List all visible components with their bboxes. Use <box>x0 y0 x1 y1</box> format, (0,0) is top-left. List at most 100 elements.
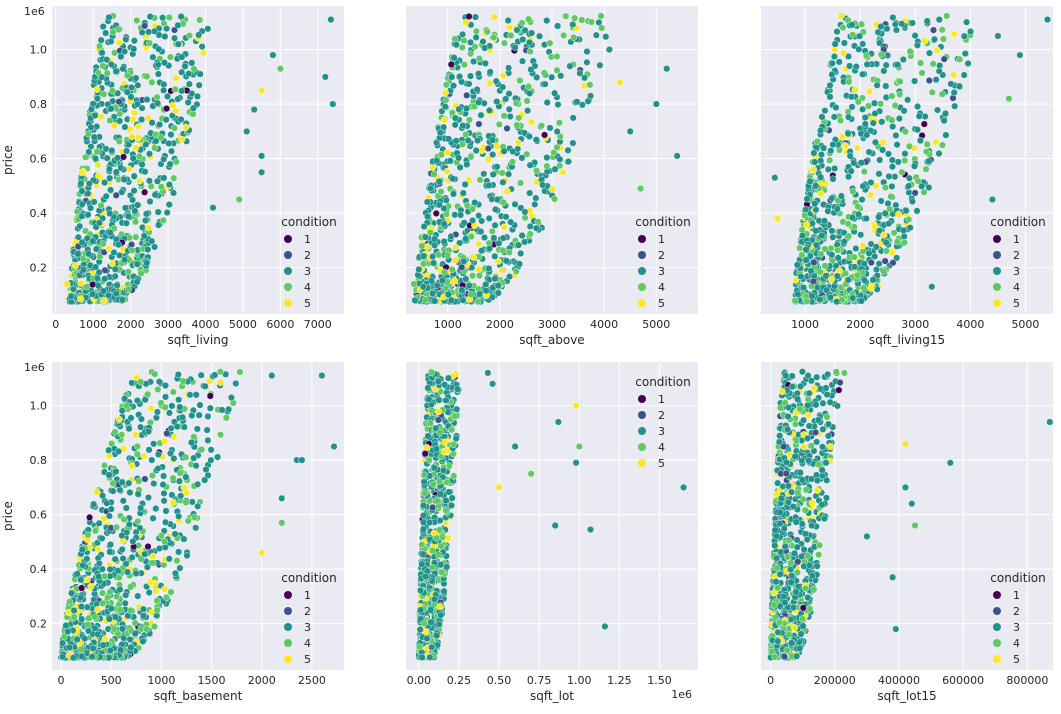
data-point <box>834 254 842 262</box>
data-point <box>113 281 121 289</box>
data-point <box>943 12 951 20</box>
data-point <box>101 462 109 470</box>
data-point <box>498 266 506 274</box>
data-point <box>91 527 99 535</box>
data-point <box>187 439 195 447</box>
data-point <box>956 55 964 63</box>
data-point <box>554 22 562 30</box>
data-point <box>122 36 130 44</box>
data-point <box>106 541 114 549</box>
data-point <box>93 488 101 496</box>
data-point <box>888 92 896 100</box>
data-point <box>489 136 497 144</box>
data-point <box>881 183 889 191</box>
data-point <box>947 80 955 88</box>
legend-label: 5 <box>304 297 311 310</box>
data-point <box>98 565 106 573</box>
data-point <box>175 512 183 520</box>
data-point <box>188 498 196 506</box>
data-point <box>505 105 513 113</box>
data-point <box>857 231 865 239</box>
data-point <box>940 117 948 125</box>
data-point <box>921 112 929 120</box>
data-point <box>533 167 541 175</box>
data-point <box>478 217 486 225</box>
y-axis-label: price <box>1 145 15 175</box>
data-point <box>153 177 161 185</box>
data-point <box>139 637 147 645</box>
data-point <box>120 176 128 184</box>
data-point <box>528 29 536 37</box>
data-point <box>442 96 450 104</box>
data-point <box>95 268 103 276</box>
data-point <box>137 270 145 278</box>
data-point <box>951 102 959 110</box>
data-point <box>78 169 86 177</box>
outlier-point <box>250 106 258 114</box>
data-point <box>967 28 975 36</box>
data-point <box>523 97 531 105</box>
data-point <box>519 36 527 44</box>
data-point <box>929 60 937 68</box>
data-point <box>823 286 831 294</box>
data-point <box>114 630 122 638</box>
data-point <box>918 69 926 77</box>
data-point <box>834 246 842 254</box>
data-point <box>452 435 460 443</box>
data-point <box>506 273 514 281</box>
data-point <box>111 613 119 621</box>
data-point <box>467 72 475 80</box>
data-point <box>418 560 426 568</box>
data-point <box>840 238 848 246</box>
outlier-point <box>771 174 779 182</box>
data-point <box>440 448 448 456</box>
data-point <box>196 70 204 78</box>
legend-label: 5 <box>658 457 665 470</box>
data-point <box>107 186 115 194</box>
data-point <box>837 12 845 20</box>
data-point <box>130 37 138 45</box>
data-point <box>137 555 145 563</box>
data-point <box>812 227 820 235</box>
data-point <box>855 45 863 53</box>
data-point <box>198 446 206 454</box>
data-point <box>911 162 919 170</box>
data-point <box>83 555 91 563</box>
data-point <box>500 223 508 231</box>
data-point <box>102 29 110 37</box>
data-point <box>503 257 511 265</box>
legend-marker-condition-5 <box>993 299 1001 307</box>
legend-title: condition <box>990 215 1045 229</box>
data-point <box>421 233 429 241</box>
data-point <box>134 517 142 525</box>
data-point <box>157 183 165 191</box>
data-point <box>517 179 525 187</box>
data-point <box>493 98 501 106</box>
data-point <box>168 112 176 120</box>
data-point <box>177 115 185 123</box>
data-point <box>817 151 825 159</box>
data-point <box>871 138 879 146</box>
data-point <box>486 79 494 87</box>
data-point <box>89 281 97 289</box>
data-point <box>810 149 818 157</box>
data-point <box>888 163 896 171</box>
data-point <box>461 180 469 188</box>
data-point <box>85 614 93 622</box>
data-point <box>446 157 454 165</box>
data-point <box>470 58 478 66</box>
data-point <box>915 112 923 120</box>
x-axis-label: sqft_living <box>168 333 229 347</box>
data-point <box>180 423 188 431</box>
data-point <box>855 210 863 218</box>
data-point <box>847 93 855 101</box>
data-point <box>144 543 152 551</box>
data-point <box>448 426 456 434</box>
data-point <box>475 272 483 280</box>
data-point <box>118 478 126 486</box>
data-point <box>898 168 906 176</box>
data-point <box>939 35 947 43</box>
data-point <box>926 49 934 57</box>
data-point <box>440 204 448 212</box>
data-point <box>167 131 175 139</box>
